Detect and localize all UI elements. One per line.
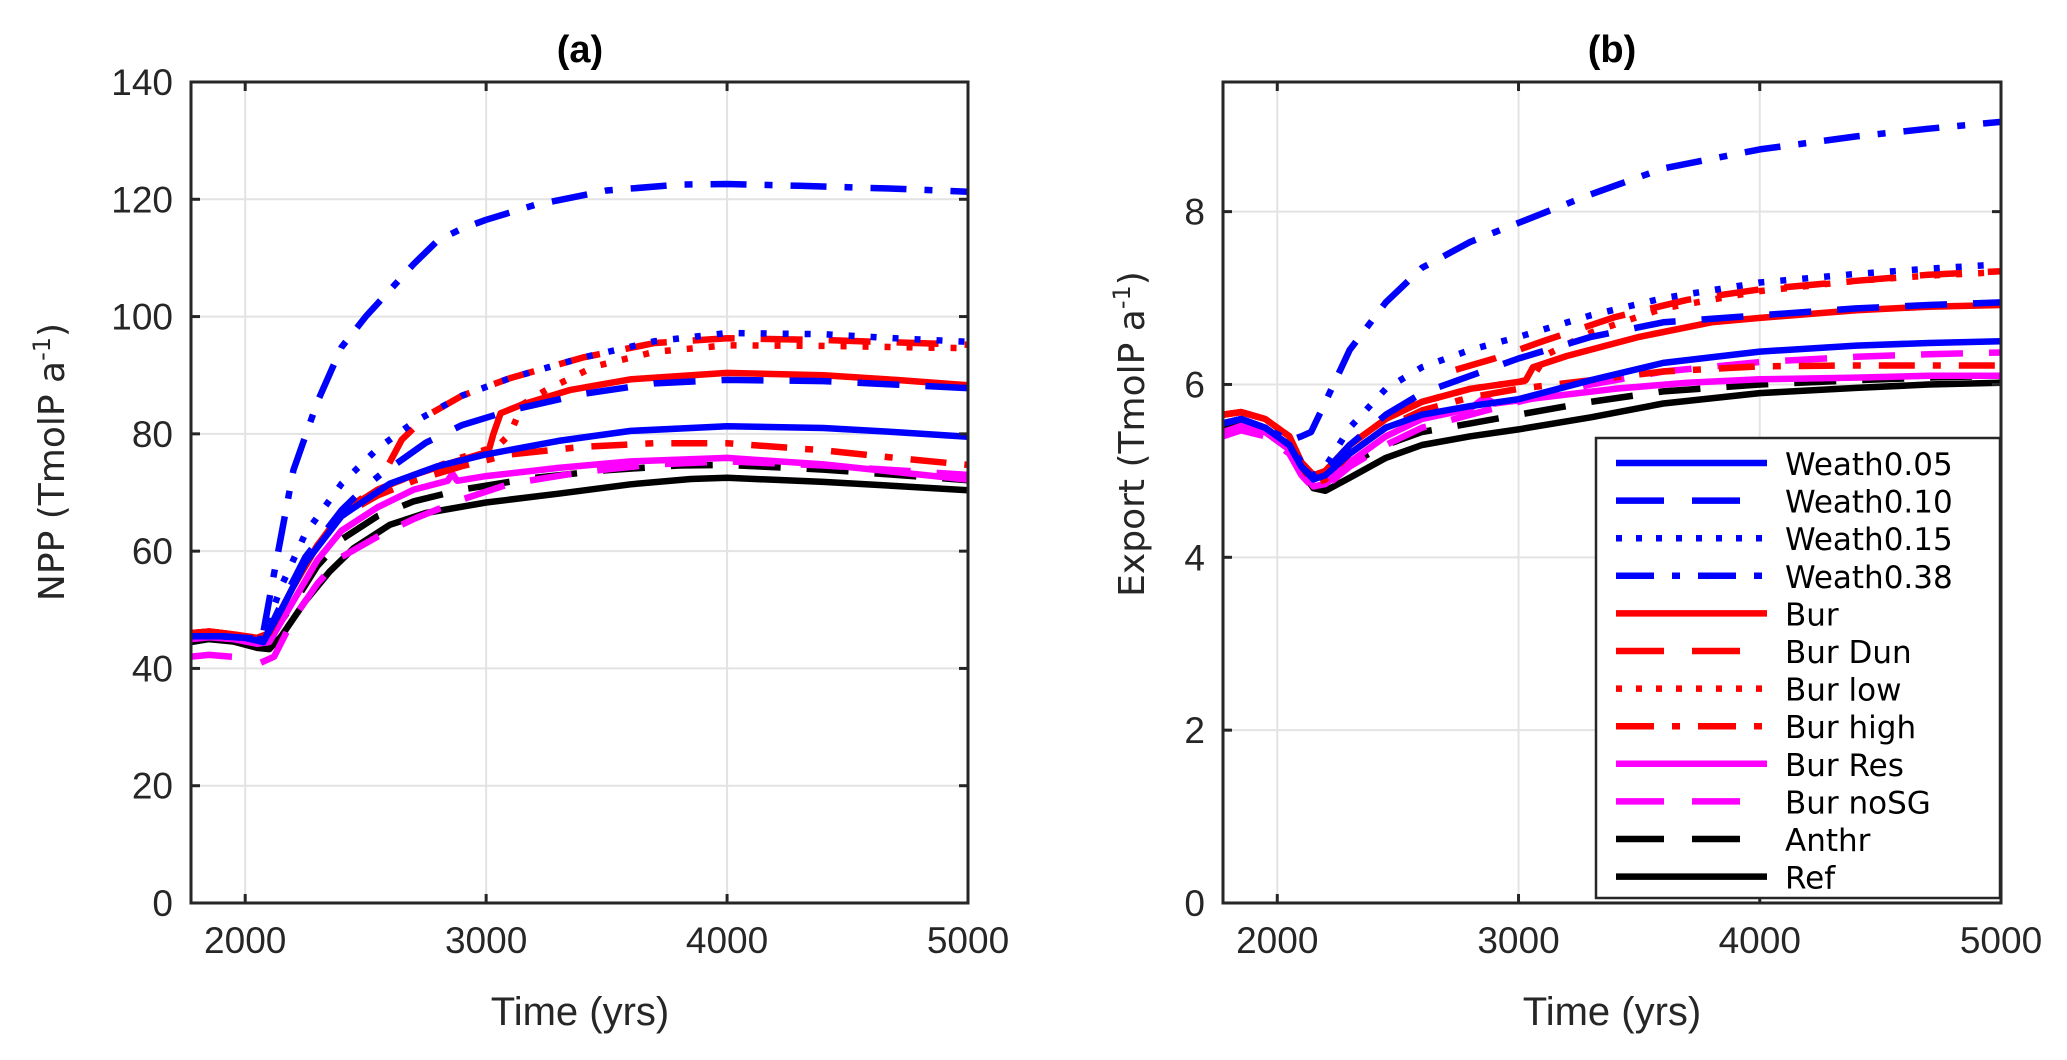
panel-b-x-tick-label: 2000 bbox=[1236, 920, 1318, 961]
legend-label-ref: Ref bbox=[1785, 861, 1836, 897]
panel-b-y-label-close: ) bbox=[1112, 271, 1153, 285]
panel-a-x-tick-label: 2000 bbox=[204, 920, 286, 961]
legend-item-bur-dun: Bur Dun bbox=[1616, 635, 1912, 671]
panel-a-y-tick-label: 80 bbox=[132, 414, 173, 455]
panel-a-x-tick-label: 5000 bbox=[927, 920, 1009, 961]
legend-label-weath0-38: Weath0.38 bbox=[1785, 560, 1953, 596]
panel-a-series-weath0-05 bbox=[191, 422, 968, 646]
panel-a-series-weath0-10-seg2 bbox=[395, 376, 968, 466]
panel-a-y-tick-label: 40 bbox=[132, 648, 173, 689]
panel-b-y-axis-label: Export (TmolP a-1) bbox=[1108, 271, 1153, 597]
panel-a-y-label-sup: -1 bbox=[28, 337, 56, 361]
legend-item-bur-high: Bur high bbox=[1616, 710, 1916, 746]
panel-a-x-axis-label: Time (yrs) bbox=[491, 990, 669, 1034]
legend-label-bur-low: Bur low bbox=[1785, 673, 1901, 709]
legend-item-anthr: Anthr bbox=[1616, 823, 1871, 859]
panel-b-y-tick-label: 8 bbox=[1184, 192, 1205, 233]
panel-a-series-bur-nosg-seg2 bbox=[259, 458, 968, 666]
legend-label-bur-high: Bur high bbox=[1785, 710, 1916, 746]
panel-b-y-tick-label: 4 bbox=[1184, 537, 1205, 578]
legend-item-bur-nosg: Bur noSG bbox=[1616, 785, 1931, 821]
panel-b-series-bur-dun-seg2 bbox=[1454, 268, 2001, 373]
legend-label-bur-dun: Bur Dun bbox=[1785, 635, 1912, 671]
legend-item-bur: Bur bbox=[1616, 597, 1839, 633]
panel-b-y-tick-label: 2 bbox=[1184, 710, 1205, 751]
panel-a-y-tick-label: 100 bbox=[111, 297, 173, 338]
panel-a-y-label-close: ) bbox=[32, 323, 73, 337]
legend-label-anthr: Anthr bbox=[1785, 823, 1871, 859]
panel-a-x-tick-label: 4000 bbox=[686, 920, 768, 961]
panel-a-y-tick-label: 120 bbox=[111, 179, 173, 220]
panel-b-y-label-main: Export (TmolP a bbox=[1112, 309, 1153, 597]
panel-b-x-tick-label: 3000 bbox=[1477, 920, 1559, 961]
panel-a-series-bur-dun-seg2 bbox=[386, 335, 968, 465]
legend-item-bur-low: Bur low bbox=[1616, 673, 1901, 709]
legend-label-weath0-15: Weath0.15 bbox=[1785, 522, 1953, 558]
panel-b-series-bur-high bbox=[1223, 362, 2001, 488]
panel-a-series-bur-high bbox=[191, 439, 968, 642]
panel-b-series-bur-low bbox=[1223, 268, 2001, 479]
legend-entries: Weath0.05Weath0.10Weath0.15Weath0.38BurB… bbox=[1616, 447, 1953, 897]
panel-b-series bbox=[1223, 118, 2001, 495]
panel-a-series-anthr bbox=[191, 461, 968, 647]
legend-label-weath0-05: Weath0.05 bbox=[1785, 447, 1953, 483]
panel-b-series-bur bbox=[1223, 301, 2001, 479]
panel-b-y-tick-label: 0 bbox=[1184, 883, 1205, 924]
legend-box bbox=[1594, 436, 2002, 900]
legend-label-bur-res: Bur Res bbox=[1785, 748, 1904, 784]
panel-a-npp: 2000 3000 4000 5000 0 20 40 60 80 100 120 140 (a) T… bbox=[28, 29, 1009, 1034]
legend-label-bur-nosg: Bur noSG bbox=[1785, 785, 1931, 821]
legend-item-bur-res: Bur Res bbox=[1616, 748, 1904, 784]
panel-b-ticks: 2000 3000 4000 5000 0 2 4 6 8 bbox=[1184, 82, 2042, 961]
legend-item-weath0-15: Weath0.15 bbox=[1616, 522, 1953, 558]
panel-b-series-bur-nosg bbox=[1223, 349, 2001, 492]
legend-item-ref: Ref bbox=[1616, 861, 1836, 897]
panel-a-axes-frame bbox=[189, 80, 970, 905]
legend-item-weath0-05: Weath0.05 bbox=[1616, 447, 1953, 483]
panel-a-y-tick-label: 0 bbox=[152, 883, 173, 924]
legend-item-weath0-38: Weath0.38 bbox=[1616, 560, 1953, 596]
panel-b-series-weath0-38 bbox=[1223, 118, 2001, 444]
legend-item-weath0-10: Weath0.10 bbox=[1616, 485, 1953, 521]
panel-a-y-axis-label: NPP (TmolP a-1) bbox=[28, 323, 73, 601]
panel-b-title: (b) bbox=[1588, 29, 1637, 71]
legend-label-bur: Bur bbox=[1785, 597, 1839, 633]
panel-a-series bbox=[191, 180, 968, 666]
panel-a-series-ref bbox=[191, 474, 968, 653]
panel-a-y-tick-label: 140 bbox=[111, 62, 173, 103]
panel-a-y-tick-label: 60 bbox=[132, 531, 173, 572]
panel-b-series-weath0-05 bbox=[1223, 338, 2001, 483]
panel-a-y-tick-label: 20 bbox=[132, 766, 173, 807]
panel-b-x-tick-label: 5000 bbox=[1960, 920, 2042, 961]
legend: Weath0.05Weath0.10Weath0.15Weath0.38BurB… bbox=[1594, 436, 2002, 900]
panel-a-series-bur-nosg-seg1 bbox=[191, 651, 233, 660]
panel-b-x-tick-label: 4000 bbox=[1719, 920, 1801, 961]
panel-a-y-label-main: NPP (TmolP a bbox=[32, 361, 73, 601]
legend-label-weath0-10: Weath0.10 bbox=[1785, 485, 1953, 521]
panel-b-y-tick-label: 6 bbox=[1184, 364, 1205, 405]
panel-b-export: 2000 3000 4000 5000 0 2 4 6 8 (b) Time (yrs) Exp… bbox=[1108, 29, 2042, 1034]
panel-a-x-tick-label: 3000 bbox=[445, 920, 527, 961]
panel-a-title: (a) bbox=[557, 29, 603, 71]
panel-b-x-axis-label: Time (yrs) bbox=[1523, 990, 1701, 1034]
panel-b-y-label-sup: -1 bbox=[1108, 285, 1136, 309]
